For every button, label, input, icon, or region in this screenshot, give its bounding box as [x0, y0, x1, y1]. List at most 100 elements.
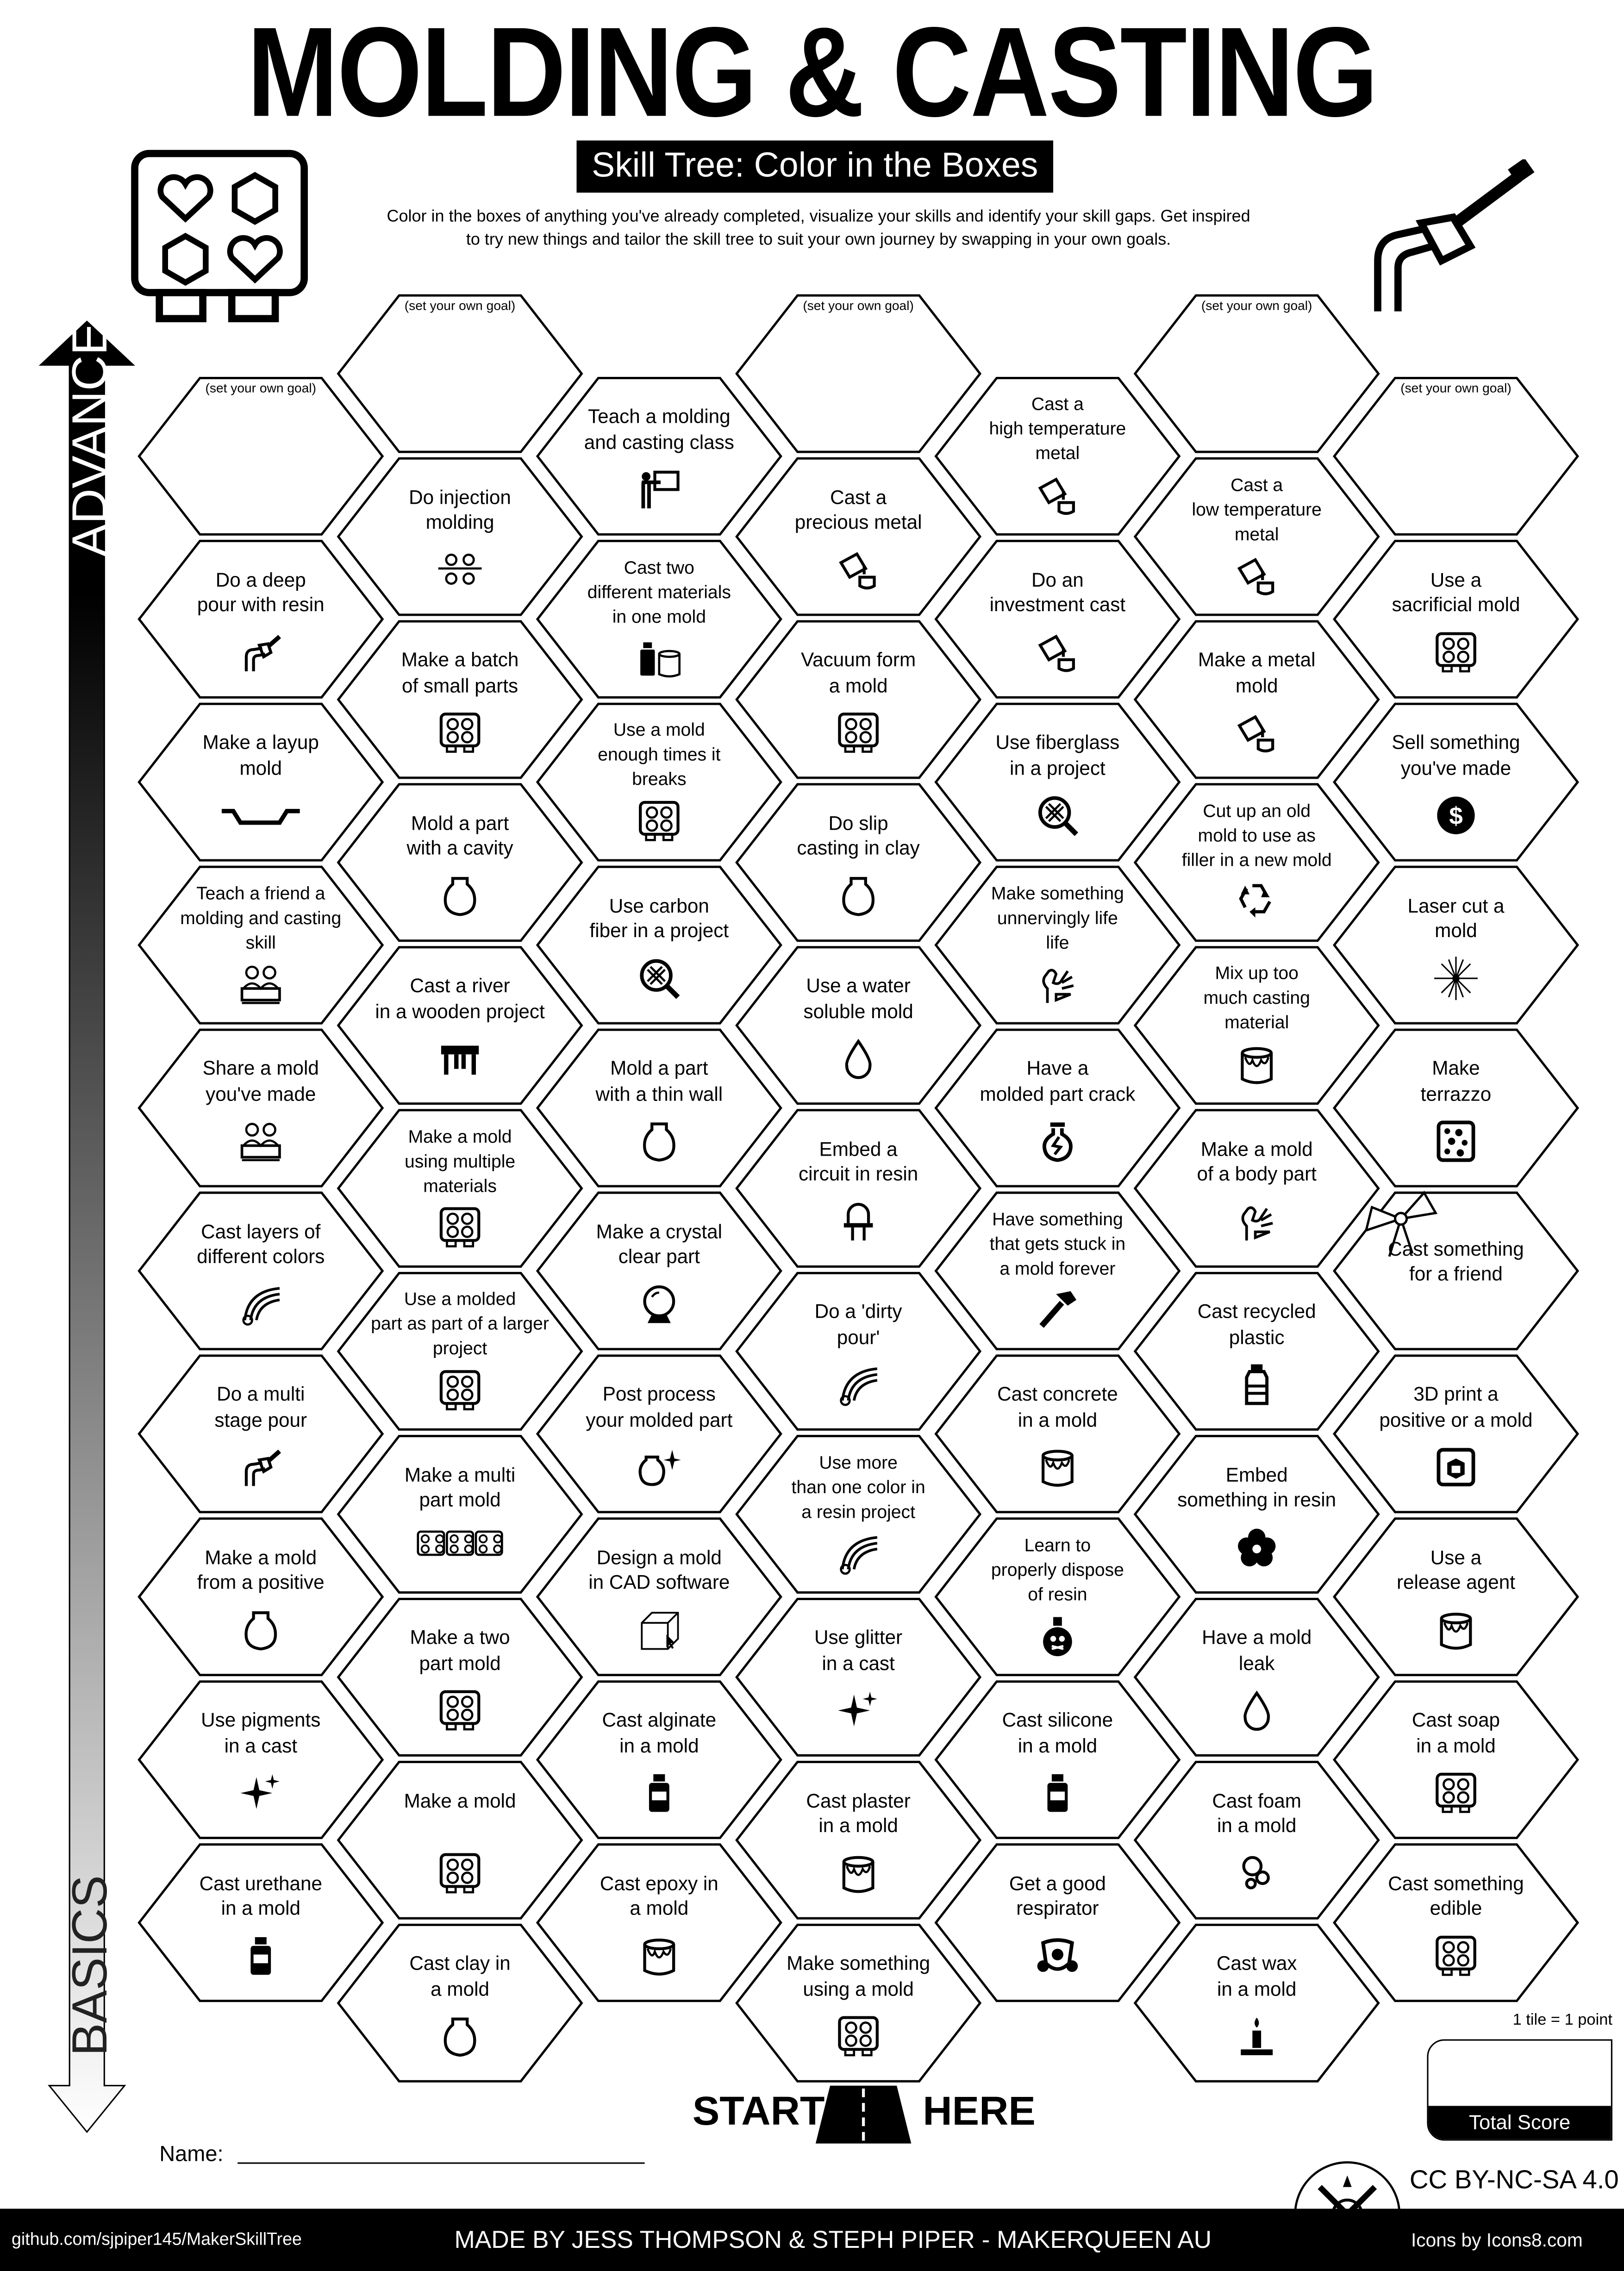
skill-tile[interactable]	[337, 1272, 583, 1431]
skill-tile[interactable]	[536, 1354, 782, 1514]
skill-label: Mold a part with a thin wall	[595, 1057, 723, 1105]
gift-bow-icon	[1364, 1190, 1438, 1257]
skill-label: Make something using a mold	[787, 1952, 931, 2000]
github-link[interactable]: github.com/sjpiper145/MakerSkillTree	[12, 2229, 302, 2250]
skill-tile[interactable]	[137, 1191, 384, 1351]
custom-goal-label: (set your own goal)	[1201, 298, 1312, 313]
name-label: Name:	[159, 2142, 224, 2167]
skill-tile[interactable]	[137, 1354, 384, 1514]
skill-tile[interactable]	[735, 946, 982, 1105]
skill-tile[interactable]	[337, 946, 583, 1105]
skill-tile[interactable]	[337, 1923, 583, 2083]
skill-tile[interactable]	[1332, 1843, 1580, 2002]
skill-tile[interactable]	[1332, 1191, 1580, 1351]
skill-tile[interactable]	[536, 1028, 782, 1188]
skill-tile[interactable]	[1332, 1517, 1580, 1677]
skill-tile[interactable]	[337, 457, 583, 616]
skill-tile[interactable]	[536, 1680, 782, 1839]
sparkles-icon	[838, 1691, 877, 1727]
skill-tile[interactable]	[137, 865, 384, 1025]
skill-label: Vacuum form a mold	[801, 649, 916, 696]
skill-tile[interactable]	[1133, 1760, 1380, 1920]
name-field[interactable]	[237, 2162, 645, 2164]
skill-tile[interactable]	[934, 702, 1181, 862]
skill-tile[interactable]	[536, 702, 782, 862]
skill-tile[interactable]	[337, 783, 583, 942]
skill-tile[interactable]	[1133, 1435, 1380, 1594]
skill-tile[interactable]	[735, 620, 982, 779]
skill-tile[interactable]	[934, 1517, 1181, 1677]
hammer-icon	[1039, 1291, 1077, 1328]
flower-icon	[1238, 1528, 1276, 1567]
skill-tile[interactable]	[934, 1354, 1181, 1514]
rainbow-icon	[840, 1367, 878, 1406]
skill-tile[interactable]	[934, 1680, 1181, 1839]
skill-tile[interactable]	[1332, 1680, 1580, 1839]
bucket-icon	[842, 1856, 874, 1893]
mold-icon	[439, 1853, 481, 1894]
skill-tile[interactable]	[1133, 783, 1380, 942]
skill-tile[interactable]	[1133, 1923, 1380, 2083]
skill-tile[interactable]	[1133, 1598, 1380, 1757]
skill-tile[interactable]	[735, 1923, 982, 2083]
subtitle-banner: Skill Tree: Color in the Boxes	[576, 140, 1054, 193]
skill-tile[interactable]	[735, 783, 982, 942]
skill-tile[interactable]	[1133, 457, 1380, 616]
skill-tile[interactable]	[337, 1109, 583, 1268]
vase-icon	[842, 877, 874, 916]
skill-tile[interactable]	[735, 1760, 982, 1920]
skill-tile[interactable]	[536, 865, 782, 1025]
mold-icon	[1436, 1772, 1476, 1813]
total-score-field[interactable]: Total Score	[1427, 2039, 1612, 2141]
hose-icon	[244, 635, 281, 671]
skill-tile[interactable]	[337, 1435, 583, 1594]
skill-tile[interactable]	[934, 1028, 1181, 1188]
skill-label: Do a 'dirty pour'	[814, 1301, 902, 1348]
skill-label: Teach a friend a molding and casting ski…	[180, 882, 342, 952]
skill-tile[interactable]	[337, 1760, 583, 1920]
skill-tile[interactable]	[934, 539, 1181, 699]
skill-tile[interactable]	[1332, 539, 1580, 699]
skill-tile[interactable]	[536, 539, 782, 699]
custom-goal-tile[interactable]	[1133, 294, 1380, 453]
dollar-icon: $	[1437, 796, 1475, 834]
skill-tile[interactable]	[1133, 1272, 1380, 1431]
skill-label: Make a mold from a positive	[197, 1546, 325, 1594]
skill-tile[interactable]	[536, 1843, 782, 2002]
skill-tile[interactable]	[536, 1517, 782, 1677]
skill-tile[interactable]	[137, 1680, 384, 1839]
skill-tile[interactable]	[934, 865, 1181, 1025]
skill-tile[interactable]	[536, 376, 782, 536]
custom-goal-tile[interactable]	[1332, 376, 1580, 536]
skill-tile[interactable]	[137, 702, 384, 862]
skill-tile[interactable]	[1133, 946, 1380, 1105]
skill-tile[interactable]	[1133, 620, 1380, 779]
custom-goal-tile[interactable]	[735, 294, 982, 453]
skill-tile[interactable]	[735, 1598, 982, 1757]
skill-tile[interactable]	[137, 1517, 384, 1677]
skill-tile[interactable]	[735, 1109, 982, 1268]
skill-tile[interactable]	[137, 1028, 384, 1188]
icons-credit[interactable]: Icons by Icons8.com	[1411, 2229, 1583, 2251]
skill-tile[interactable]	[137, 539, 384, 699]
skill-tile[interactable]	[934, 1191, 1181, 1351]
skill-tile[interactable]	[137, 1843, 384, 2002]
custom-goal-label: (set your own goal)	[1400, 381, 1512, 395]
skill-tile[interactable]	[934, 1843, 1181, 2002]
skill-tile[interactable]	[735, 457, 982, 616]
skill-tile[interactable]	[1332, 865, 1580, 1025]
custom-goal-tile[interactable]	[137, 376, 384, 536]
skill-tile[interactable]	[934, 376, 1181, 536]
skill-tile[interactable]	[1332, 702, 1580, 862]
skill-tile[interactable]	[735, 1435, 982, 1594]
skill-tile[interactable]	[1332, 1354, 1580, 1514]
mold3-icon	[417, 1530, 503, 1556]
skill-tile[interactable]	[1332, 1028, 1580, 1188]
skill-label: Cast wax in a mold	[1216, 1952, 1297, 2000]
skill-tile[interactable]	[536, 1191, 782, 1351]
skill-tile[interactable]	[735, 1272, 982, 1431]
skill-tile[interactable]	[337, 620, 583, 779]
skill-tile[interactable]	[337, 1598, 583, 1757]
custom-goal-tile[interactable]	[337, 294, 583, 453]
skill-tile[interactable]	[1133, 1109, 1380, 1268]
